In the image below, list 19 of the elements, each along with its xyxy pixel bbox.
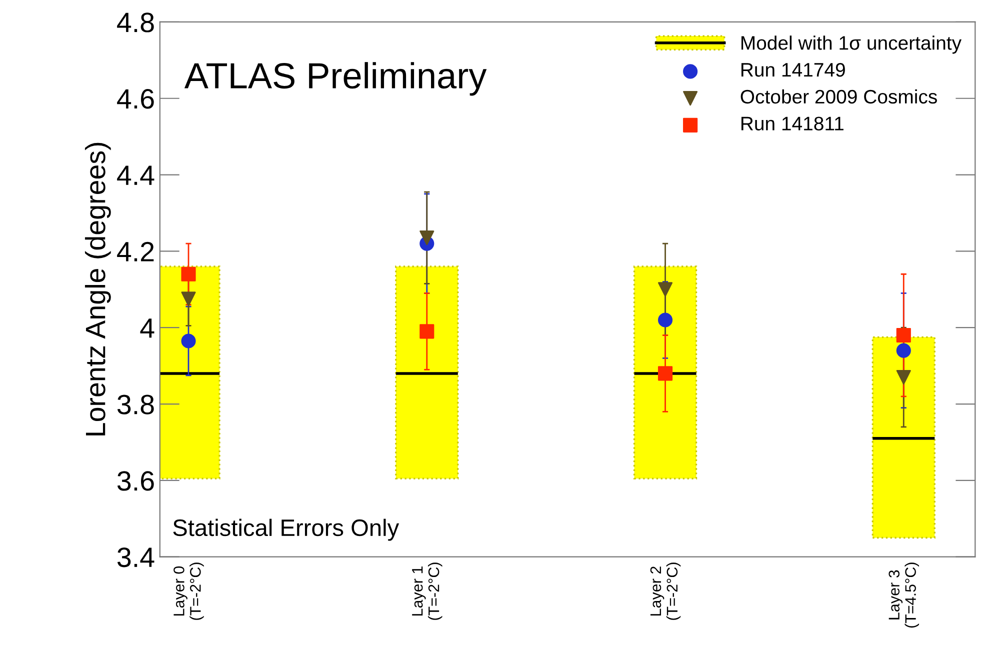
legend-label: Run 141811	[741, 116, 844, 130]
annotation: Statistical Errors Only	[173, 518, 400, 541]
legend-label: October 2009 Cosmics	[740, 89, 937, 104]
x-tick-label: Layer 3 (T=4.5°C)	[888, 562, 919, 628]
y-tick-label: 3.6	[117, 471, 154, 491]
y-tick-label: 4.8	[117, 12, 154, 32]
y-tick-label: 3.4	[117, 548, 154, 568]
y-tick-label: 4.4	[117, 166, 154, 185]
y-tick-label: 4	[140, 318, 154, 338]
x-tick-label: Layer 0 (T=-2°C)	[174, 562, 204, 620]
x-tick-label: Layer 1 (T=-2°C)	[412, 562, 442, 620]
x-tick-label: Layer 2 (T=-2°C)	[650, 562, 681, 620]
legend-label: Model with 1σ uncertainty	[741, 36, 962, 54]
annotation: ATLAS Preliminary	[184, 62, 487, 96]
y-tick-label: 4.6	[117, 89, 154, 109]
legend-label: Run 141749	[741, 62, 845, 77]
y-tick-label: 3.8	[117, 394, 154, 414]
y-tick-label: 4.2	[117, 242, 154, 262]
y-axis-title: Lorentz Angle (degrees)	[84, 142, 111, 436]
